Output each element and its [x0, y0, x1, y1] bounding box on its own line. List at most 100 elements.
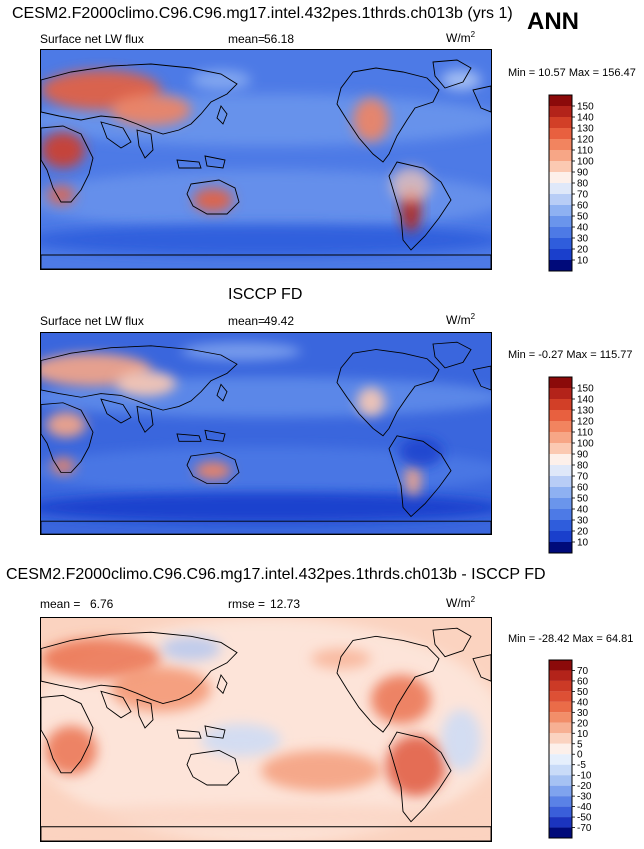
- colorbar-tick-label: 60: [577, 201, 589, 212]
- colorbar-swatch: [549, 205, 572, 216]
- colorbar-swatch: [549, 542, 572, 553]
- colorbar-tick-label: 10: [577, 729, 589, 740]
- colorbar-tick-label: 50: [577, 212, 589, 223]
- coastline: [41, 402, 94, 473]
- case-title: CESM2.F2000climo.C96.C96.mg17.intel.432p…: [12, 5, 513, 22]
- obs-map-svg: [41, 333, 491, 534]
- colorbar-tick-label: 130: [577, 124, 594, 135]
- coastline: [186, 749, 240, 786]
- field-contour: [191, 70, 251, 90]
- colorbar-tick-label: 20: [577, 718, 589, 729]
- panel1-mean-label: mean=: [228, 32, 266, 46]
- colorbar-swatch: [549, 117, 572, 128]
- colorbar-tick-label: 130: [577, 406, 594, 417]
- colorbar-tick-label: 150: [577, 102, 594, 113]
- coastline: [432, 59, 472, 89]
- colorbar-tick-label: 80: [577, 179, 589, 190]
- field-contour: [193, 188, 233, 212]
- colorbar-swatch: [549, 487, 572, 498]
- colorbar-tick-label: 20: [577, 245, 589, 256]
- colorbar-swatch: [549, 172, 572, 183]
- colorbar-tick-label: 5: [577, 739, 583, 750]
- panel1-variable: Surface net LW flux: [40, 32, 144, 46]
- panel1-mean-value: 56.18: [264, 32, 295, 46]
- field-contour: [357, 387, 385, 417]
- colorbar-tick-label: 60: [577, 676, 589, 687]
- coastline: [136, 129, 154, 159]
- coastline: [388, 161, 452, 251]
- colorbar-tick-label: 40: [577, 505, 589, 516]
- field-contour: [181, 342, 301, 361]
- colorbar-swatch: [549, 388, 572, 399]
- colorbar-tick-label: -40: [577, 802, 592, 813]
- field-contour: [111, 666, 211, 712]
- colorbar-swatch: [549, 498, 572, 509]
- colorbar-tick-label: 120: [577, 417, 594, 428]
- model-colorbar: 150 140 130 120 110 100 90 80 70 60 50 40 30 20 10: [548, 94, 629, 273]
- coastline: [136, 698, 154, 729]
- panel2-mean-value: 49.42: [264, 314, 295, 328]
- colorbar-swatch: [549, 443, 572, 454]
- colorbar-swatch: [549, 531, 572, 542]
- colorbar-tick-label: 140: [577, 395, 594, 406]
- colorbar-tick-label: 100: [577, 157, 594, 168]
- colorbar-swatch: [549, 733, 572, 744]
- colorbar-swatch: [549, 377, 572, 388]
- model-map: [40, 49, 492, 270]
- coastline: [204, 429, 226, 442]
- field-contour: [201, 723, 281, 757]
- coastline: [336, 635, 440, 733]
- coastline: [204, 725, 226, 739]
- colorbar-swatch: [549, 227, 572, 238]
- colorbar-swatch: [549, 465, 572, 476]
- panel1-minmax: Min = 10.57 Max = 156.47: [508, 67, 636, 79]
- field-contour: [311, 648, 371, 669]
- field-contour: [116, 370, 176, 397]
- colorbar-tick-label: -50: [577, 813, 592, 824]
- colorbar-tick-label: 50: [577, 494, 589, 505]
- coastline: [216, 105, 228, 125]
- colorbar-swatch: [549, 421, 572, 432]
- colorbar-tick-label: 10: [577, 538, 589, 549]
- field-contour: [51, 456, 75, 476]
- colorbar-swatch: [549, 399, 572, 410]
- colorbar-swatch: [549, 764, 572, 776]
- coastline: [41, 125, 94, 203]
- colorbar-swatch: [549, 128, 572, 139]
- diff-map: [40, 617, 492, 842]
- colorbar-tick-label: -10: [577, 771, 592, 782]
- field-contour: [399, 437, 443, 467]
- colorbar-swatch: [549, 754, 572, 765]
- colorbar-tick-label: 150: [577, 384, 594, 395]
- coastline: [432, 627, 472, 658]
- colorbar-swatch: [549, 680, 572, 692]
- coastline: [176, 729, 202, 739]
- colorbar-tick-label: 90: [577, 168, 589, 179]
- panel3-rmse-value: 12.73: [270, 597, 301, 611]
- colorbar-swatch: [549, 476, 572, 487]
- panel3-rmse-label: rmse =: [228, 597, 266, 611]
- colorbar-swatch: [549, 712, 572, 723]
- panel2-mean-label: mean=: [228, 314, 266, 328]
- diff-title: CESM2.F2000climo.C96.C96.mg17.intel.432p…: [6, 566, 546, 583]
- field-contour: [41, 492, 491, 523]
- diff-colorbar: 70 60 50 40 30 20 10 5 0 -5 -10 -20 -30 -40 -50 -70: [548, 659, 629, 840]
- coastline: [336, 67, 440, 163]
- coastline: [176, 433, 202, 442]
- field-contour: [41, 132, 85, 168]
- colorbar-swatch: [549, 238, 572, 249]
- field-contour: [41, 446, 491, 495]
- colorbar-swatch: [549, 827, 572, 838]
- colorbar-tick-label: 40: [577, 697, 589, 708]
- field-contour: [46, 411, 86, 438]
- colorbar-swatch: [549, 183, 572, 194]
- coastline: [204, 155, 226, 169]
- panel2-minmax: Min = -0.27 Max = 115.77: [508, 349, 633, 361]
- field-contour: [386, 735, 446, 797]
- colorbar-swatch: [549, 454, 572, 465]
- colorbar-tick-label: 80: [577, 461, 589, 472]
- coastline: [388, 731, 452, 823]
- field-contour: [441, 70, 481, 90]
- colorbar-tick-label: 30: [577, 708, 589, 719]
